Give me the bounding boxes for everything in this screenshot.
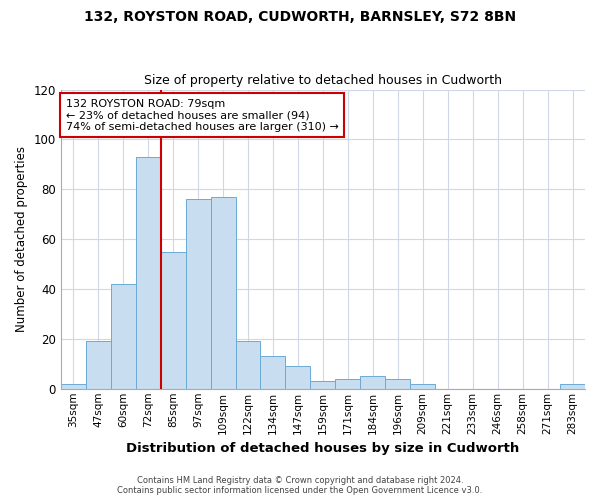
Bar (410, 384, 435, 389)
Bar (211, 197, 236, 389)
Bar (260, 356, 286, 389)
Bar (185, 200, 211, 389)
Text: Contains HM Land Registry data © Crown copyright and database right 2024.
Contai: Contains HM Land Registry data © Crown c… (118, 476, 482, 495)
Title: Size of property relative to detached houses in Cudworth: Size of property relative to detached ho… (144, 74, 502, 87)
Text: 132, ROYSTON ROAD, CUDWORTH, BARNSLEY, S72 8BN: 132, ROYSTON ROAD, CUDWORTH, BARNSLEY, S… (84, 10, 516, 24)
Bar (310, 382, 335, 389)
Bar (361, 376, 385, 389)
Bar (385, 379, 410, 389)
Bar (335, 379, 361, 389)
Bar (161, 252, 185, 389)
Bar (286, 366, 310, 389)
Bar (560, 384, 585, 389)
Bar (111, 284, 136, 389)
Y-axis label: Number of detached properties: Number of detached properties (15, 146, 28, 332)
Bar (236, 342, 260, 389)
Bar (136, 157, 161, 389)
Text: 132 ROYSTON ROAD: 79sqm
← 23% of detached houses are smaller (94)
74% of semi-de: 132 ROYSTON ROAD: 79sqm ← 23% of detache… (66, 98, 339, 132)
Bar (61, 384, 86, 389)
X-axis label: Distribution of detached houses by size in Cudworth: Distribution of detached houses by size … (126, 442, 520, 455)
Bar (86, 342, 111, 389)
